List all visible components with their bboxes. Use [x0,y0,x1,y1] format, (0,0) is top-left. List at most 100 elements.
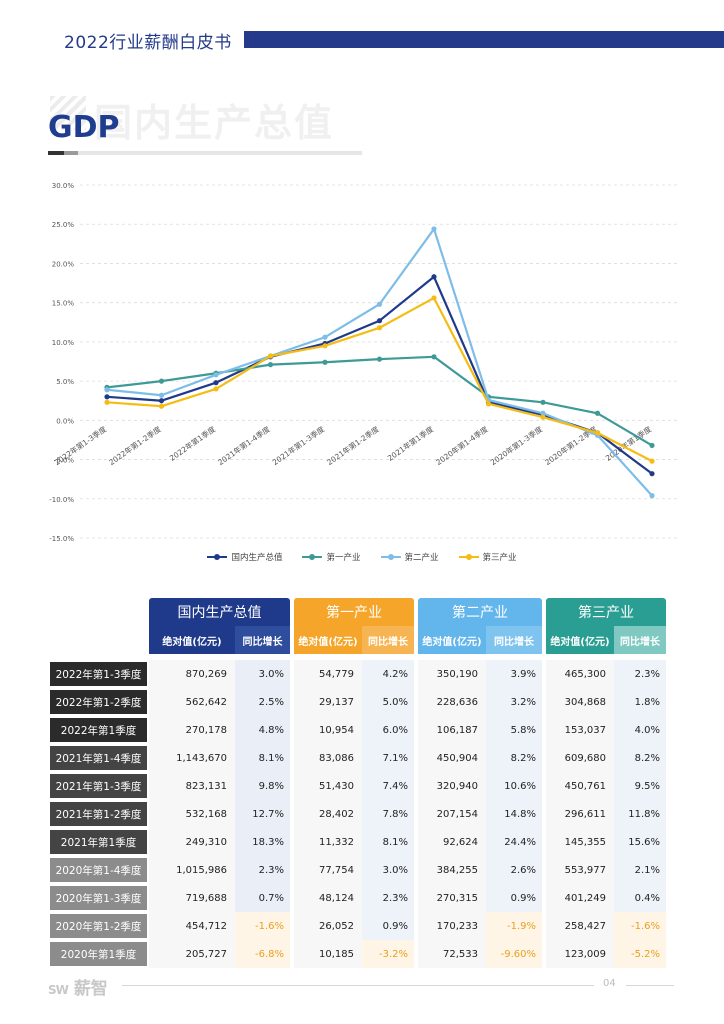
abs-value-cell: 205,727 [149,940,235,968]
abs-value-cell: 54,779 [294,660,362,688]
data-point [104,394,110,400]
column-gap [414,716,418,744]
x-tick-label: 2021年第1-3季度 [270,423,326,467]
legend-swatch [302,554,323,560]
yoy-growth-cell: 5.8% [486,716,542,744]
yoy-growth-cell: -1.6% [235,912,290,940]
data-point [322,343,328,349]
abs-value-cell: 870,269 [149,660,235,688]
yoy-growth-header: 同比增长 [235,626,290,654]
page-number: 04 [603,978,616,989]
yoy-growth-cell: 1.8% [614,688,666,716]
column-gap [414,626,418,654]
yoy-growth-cell: 3.9% [486,660,542,688]
legend-item: 第二产业 [380,551,439,563]
row-label: 2021年第1-2季度 [48,800,149,828]
series-line [106,227,653,497]
yoy-growth-cell: 3.2% [486,688,542,716]
abs-value-cell: 29,137 [294,688,362,716]
abs-value-cell: 609,680 [546,744,614,772]
data-point [376,318,383,324]
footer-logo: SW 薪智 [48,979,108,999]
logo-mark-icon: SW [48,983,69,997]
abs-value-cell: 553,977 [546,856,614,884]
data-point [649,471,655,477]
column-gap [542,660,546,688]
column-gap [290,688,294,716]
data-point [431,226,437,232]
y-tick-label: 10.0% [52,339,75,347]
group-header: 第二产业 [418,598,542,626]
column-gap [290,598,294,626]
yoy-growth-cell: 0.4% [614,884,666,912]
yoy-growth-cell: 11.8% [614,800,666,828]
abs-value-cell: 350,190 [418,660,486,688]
abs-value-header: 绝对值(亿元) [546,626,614,654]
yoy-growth-cell: 2.3% [614,660,666,688]
data-point [540,414,546,420]
column-gap [542,716,546,744]
abs-value-cell: 296,611 [546,800,614,828]
abs-value-cell: 72,533 [418,940,486,968]
yoy-growth-cell: 4.8% [235,716,290,744]
abs-value-cell: 249,310 [149,828,235,856]
yoy-growth-cell: 15.6% [614,828,666,856]
yoy-growth-cell: 5.0% [362,688,414,716]
yoy-growth-cell: -3.2% [362,940,414,968]
row-label: 2022年第1-2季度 [48,688,149,716]
row-label: 2020年第1-2季度 [48,912,149,940]
column-gap [542,626,546,654]
yoy-growth-cell: -6.8% [235,940,290,968]
data-point [376,301,383,307]
x-tick-label: 2020年第1-3季度 [488,423,544,467]
table-row: 2021年第1-3季度 823,131 9.8% 51,430 7.4% 320,940 1… [48,772,666,800]
row-label: 2020年第1-3季度 [48,884,149,912]
yoy-growth-cell: 7.4% [362,772,414,800]
data-point [594,410,601,416]
yoy-growth-cell: 2.3% [235,856,290,884]
abs-value-cell: 10,954 [294,716,362,744]
yoy-growth-cell: 4.0% [614,716,666,744]
column-gap [542,772,546,800]
abs-value-cell: 823,131 [149,772,235,800]
data-point [213,372,219,378]
y-tick-label: 15.0% [52,300,75,308]
x-tick-label: 2021年第1-4季度 [216,423,272,467]
yoy-growth-cell: 7.8% [362,800,414,828]
yoy-growth-header: 同比增长 [486,626,542,654]
abs-value-cell: 228,636 [418,688,486,716]
column-gap [542,688,546,716]
abs-value-cell: 465,300 [546,660,614,688]
yoy-growth-cell: -5.2% [614,940,666,968]
column-gap [290,626,294,654]
column-gap [290,940,294,968]
data-point [540,410,546,416]
yoy-growth-cell: 14.8% [486,800,542,828]
corner-blank [48,598,149,626]
header-bar [244,31,724,48]
data-point [485,401,492,407]
table-row: 2021年第1-4季度 1,143,670 8.1% 83,086 7.1% 450,90… [48,744,666,772]
gdp-line-chart: 30.0% 25.0% 20.0% 15.0% 10.0% 5.0% 0.0% -5.0% -1… [49,182,680,543]
yoy-growth-cell: 8.2% [486,744,542,772]
abs-value-cell: 562,642 [149,688,235,716]
data-point [649,493,655,499]
yoy-growth-cell: 2.3% [362,884,414,912]
data-point [104,387,110,393]
header-title: 2022行业薪酬白皮书 [64,33,232,53]
yoy-growth-cell: 8.2% [614,744,666,772]
abs-value-cell: 51,430 [294,772,362,800]
abs-value-header: 绝对值(亿元) [418,626,486,654]
data-point [158,392,165,398]
data-point [649,442,655,449]
column-gap [542,744,546,772]
y-tick-label: -15.0% [49,535,74,543]
abs-value-cell: 11,332 [294,828,362,856]
footer-divider-right [626,985,674,986]
abs-value-cell: 450,761 [546,772,614,800]
yoy-growth-cell: -1.9% [486,912,542,940]
corner-blank [48,626,149,654]
yoy-growth-cell: 0.9% [486,884,542,912]
abs-value-cell: 28,402 [294,800,362,828]
column-gap [414,800,418,828]
